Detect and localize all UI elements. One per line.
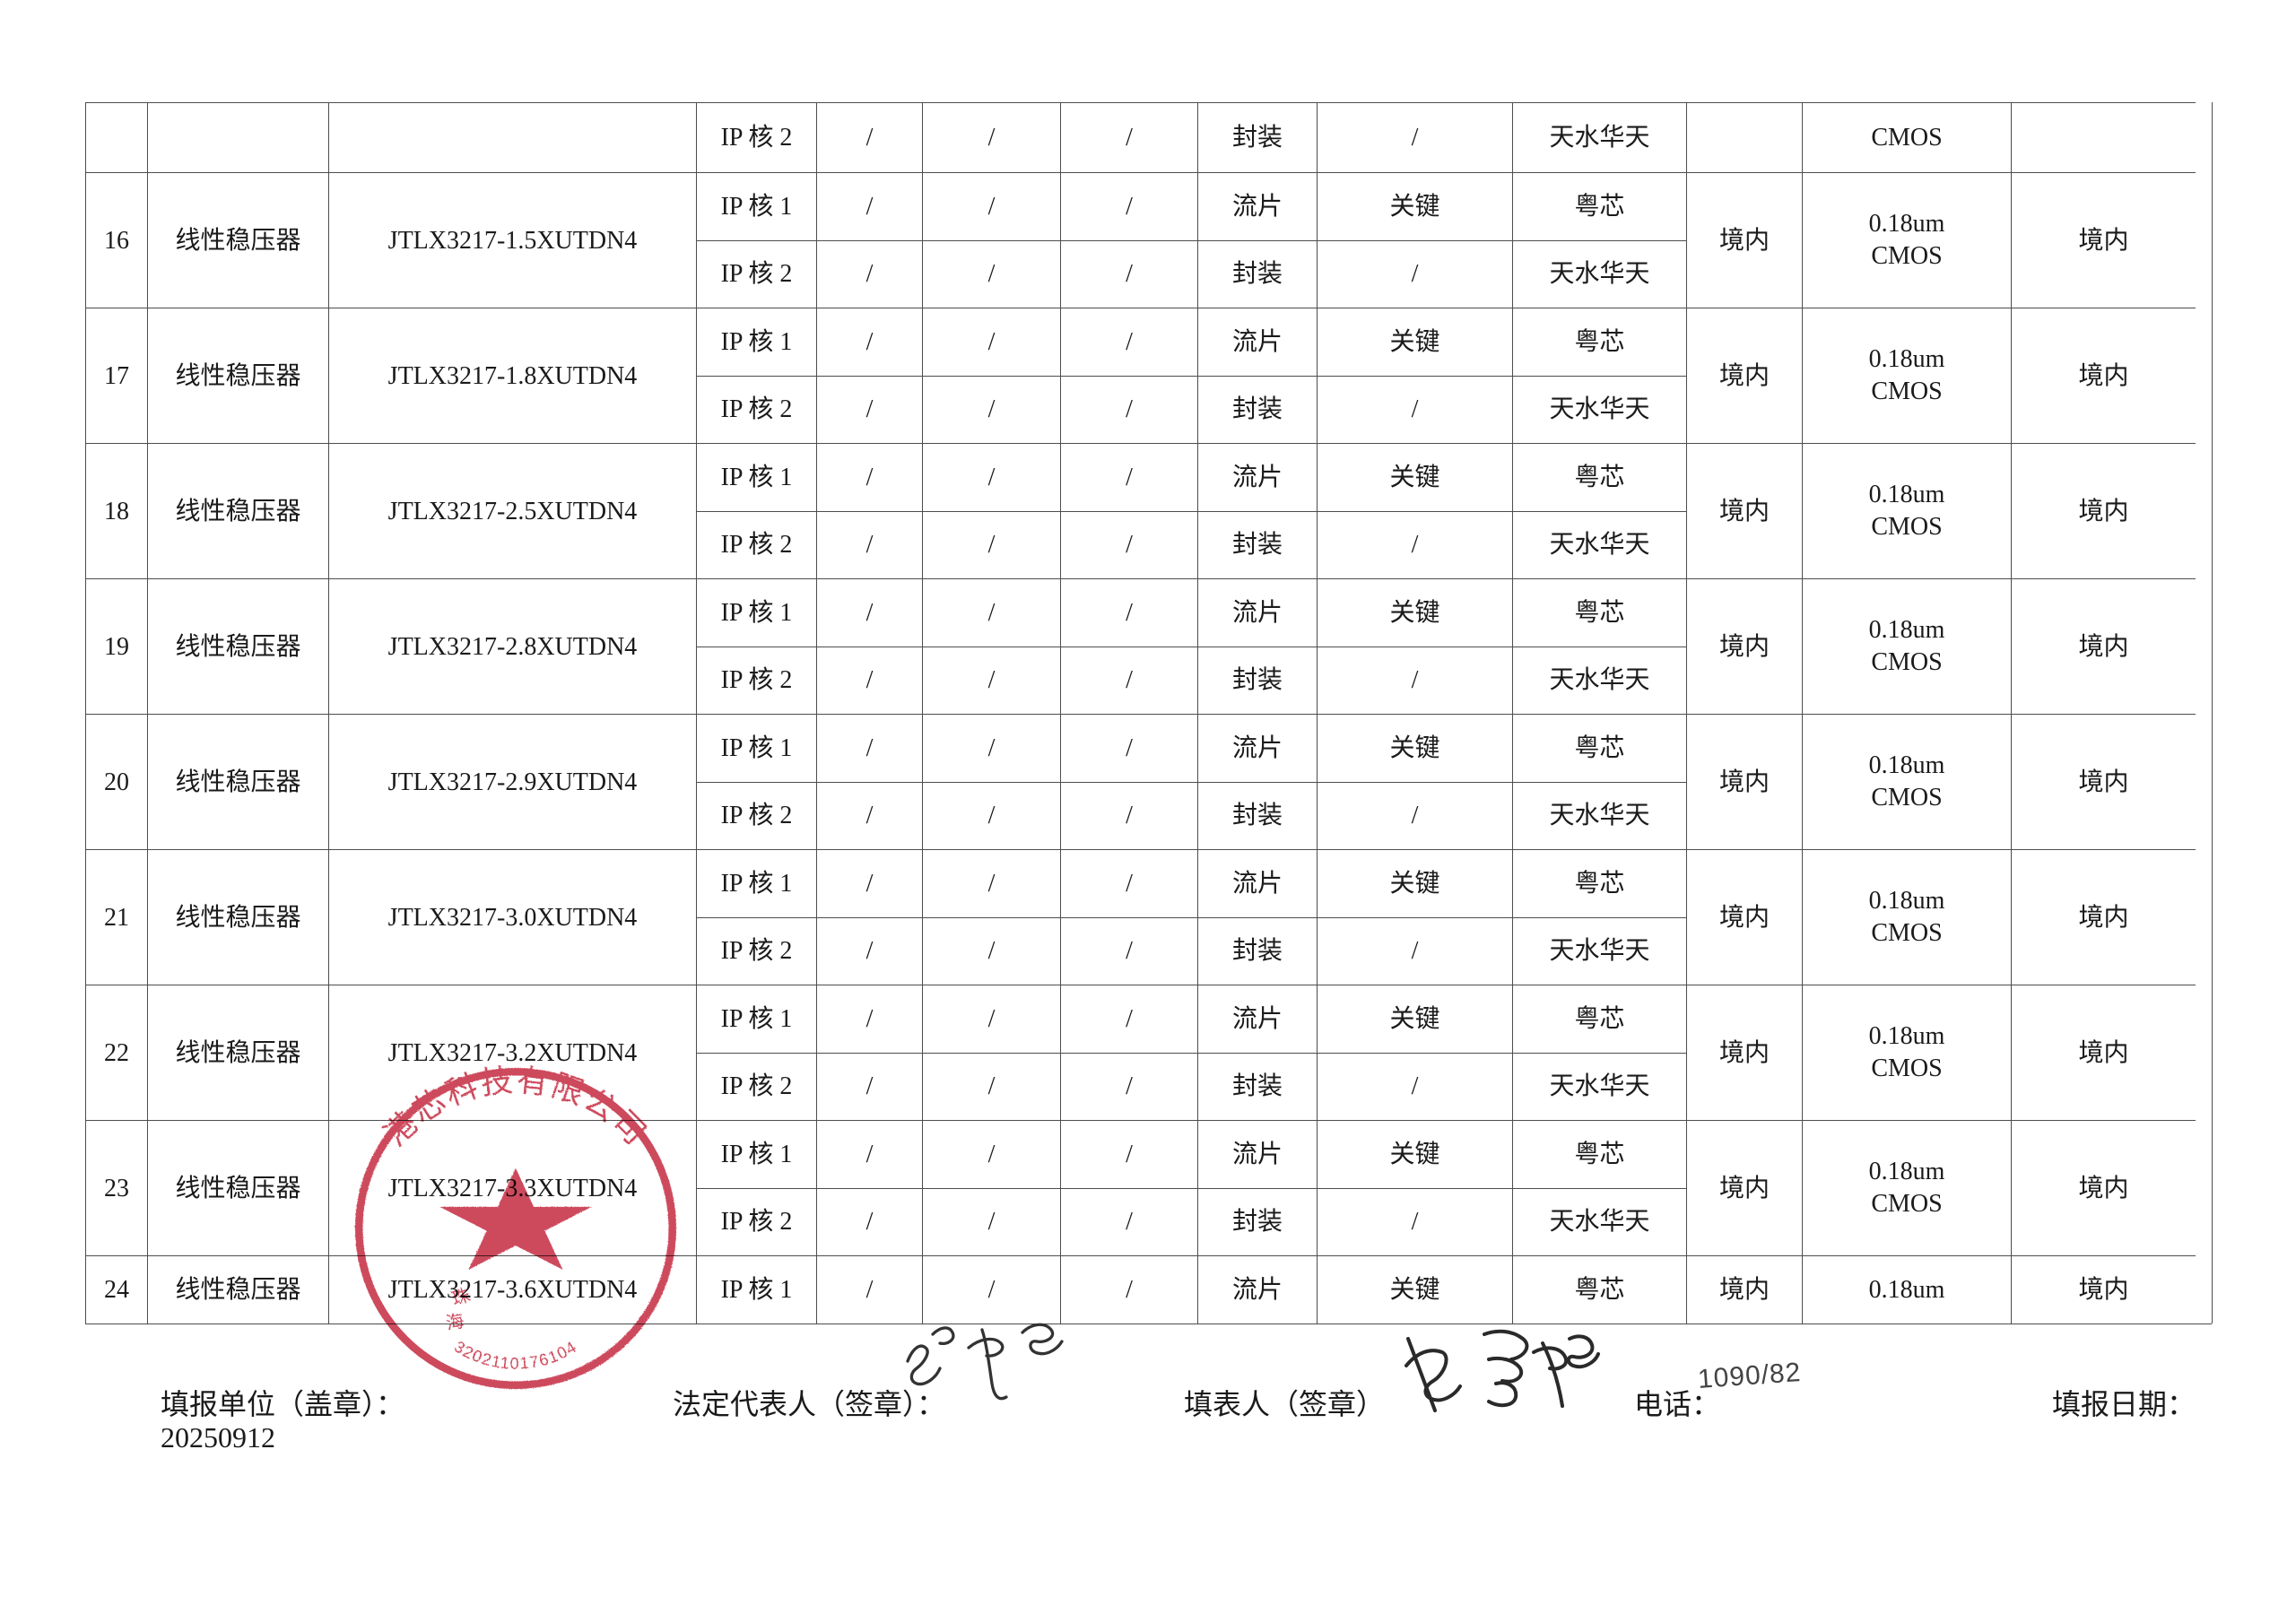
svg-text:珠: 珠 [449, 1285, 473, 1310]
svg-text:3202110176104: 3202110176104 [451, 1338, 580, 1373]
svg-text:港芯科技有限公司: 港芯科技有限公司 [378, 1063, 654, 1152]
svg-text:海: 海 [444, 1310, 465, 1333]
